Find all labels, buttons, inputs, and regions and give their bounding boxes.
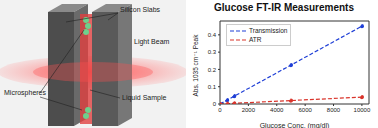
svg-text:10000: 10000 xyxy=(354,107,370,113)
svg-text:8000: 8000 xyxy=(327,107,341,113)
svg-text:0.1: 0.1 xyxy=(208,84,217,90)
svg-text:6000: 6000 xyxy=(298,107,312,113)
html-text:Transmission: Transmission xyxy=(249,27,288,34)
svg-text:0.4: 0.4 xyxy=(208,32,217,38)
svg-text:Abs. 1035 cm⁻¹ Peak: Abs. 1035 cm⁻¹ Peak xyxy=(192,34,199,97)
svg-text:0: 0 xyxy=(218,107,222,113)
svg-text:Microspheres: Microspheres xyxy=(8,89,47,97)
svg-text:0.3: 0.3 xyxy=(208,49,217,55)
html-text:ATR: ATR xyxy=(249,36,262,43)
html-text:Glucose FT-IR Measurements: Glucose FT-IR Measurements xyxy=(214,2,354,13)
svg-text:0: 0 xyxy=(213,101,217,107)
svg-text:Liquid Sample: Liquid Sample xyxy=(122,94,166,102)
svg-text:2000: 2000 xyxy=(242,107,256,113)
svg-text:4000: 4000 xyxy=(270,107,284,113)
svg-text:Glucose Conc. (mg/dl): Glucose Conc. (mg/dl) xyxy=(260,122,330,128)
svg-text:0.2: 0.2 xyxy=(208,67,217,73)
svg-text:Silicon Slabs: Silicon Slabs xyxy=(120,6,161,13)
svg-text:Light Beam: Light Beam xyxy=(134,38,170,46)
